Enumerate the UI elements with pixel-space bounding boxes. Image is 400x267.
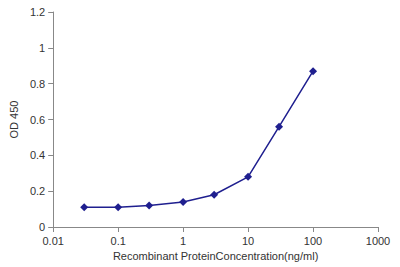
svg-text:1: 1 xyxy=(39,42,45,54)
svg-text:1: 1 xyxy=(180,235,186,247)
svg-text:OD 450: OD 450 xyxy=(8,101,20,139)
svg-text:Recombinant ProteinConcentrati: Recombinant ProteinConcentration(ng/ml) xyxy=(113,250,318,262)
svg-text:0.1: 0.1 xyxy=(111,235,126,247)
svg-text:0.4: 0.4 xyxy=(30,149,45,161)
svg-text:1.2: 1.2 xyxy=(30,6,45,18)
svg-text:100: 100 xyxy=(304,235,322,247)
svg-text:0.8: 0.8 xyxy=(30,78,45,90)
svg-text:0.2: 0.2 xyxy=(30,185,45,197)
svg-text:0.6: 0.6 xyxy=(30,114,45,126)
svg-text:0: 0 xyxy=(39,221,45,233)
svg-text:0.01: 0.01 xyxy=(42,235,63,247)
svg-text:10: 10 xyxy=(242,235,254,247)
svg-text:1000: 1000 xyxy=(366,235,390,247)
